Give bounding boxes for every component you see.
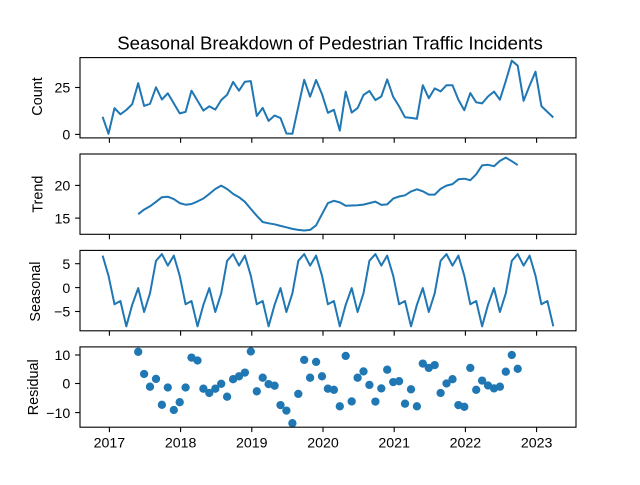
svg-text:2017: 2017 [94,436,126,452]
svg-text:2021: 2021 [378,436,410,452]
svg-text:Trend: Trend [30,176,46,213]
svg-text:0: 0 [62,377,70,393]
svg-text:5: 5 [62,257,70,273]
svg-text:0: 0 [62,128,70,144]
svg-text:20: 20 [55,179,71,195]
svg-text:Seasonal Breakdown of Pedestri: Seasonal Breakdown of Pedestrian Traffic… [117,32,543,53]
svg-text:Residual: Residual [26,359,42,415]
svg-text:10: 10 [55,348,71,364]
svg-text:2018: 2018 [165,436,197,452]
svg-text:2020: 2020 [307,436,339,452]
svg-text:2022: 2022 [450,436,482,452]
svg-text:2019: 2019 [236,436,268,452]
svg-text:2023: 2023 [521,436,553,452]
svg-text:25: 25 [55,81,71,97]
svg-text:0: 0 [62,281,70,297]
svg-text:Seasonal: Seasonal [28,262,44,322]
svg-text:−10: −10 [46,406,70,422]
svg-text:−5: −5 [54,305,70,321]
svg-text:Count: Count [30,77,46,115]
svg-text:15: 15 [55,211,71,227]
